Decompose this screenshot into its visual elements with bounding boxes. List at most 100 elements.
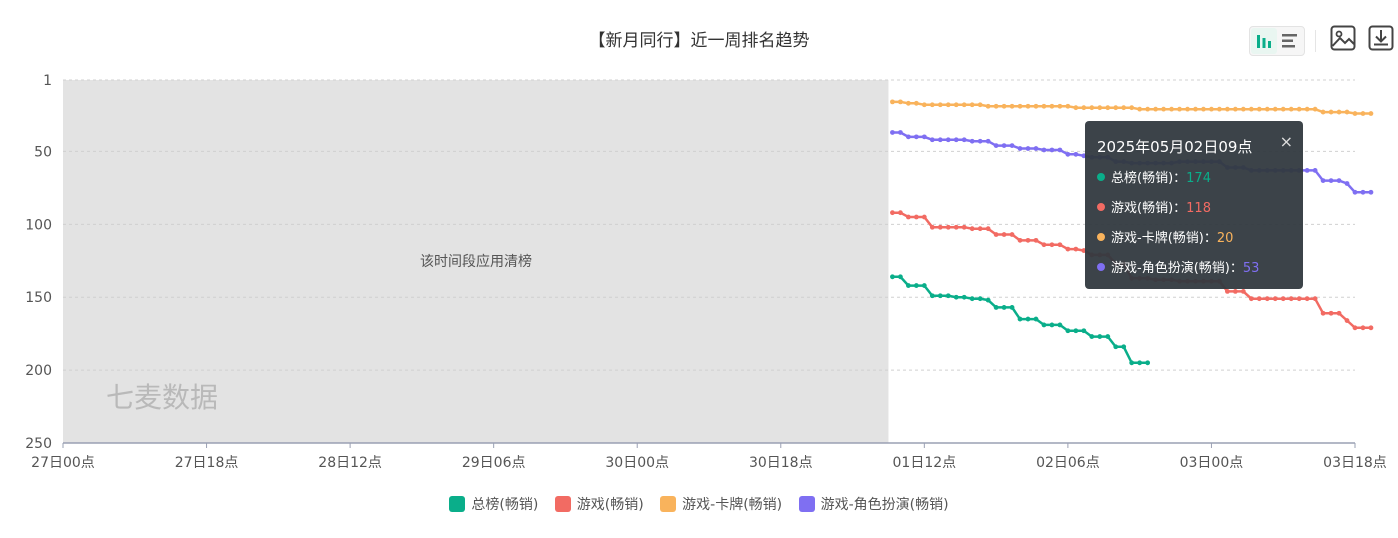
data-point bbox=[1312, 296, 1318, 302]
data-point bbox=[1352, 325, 1358, 331]
data-point bbox=[1105, 334, 1111, 339]
data-point bbox=[1312, 167, 1318, 173]
data-point bbox=[1113, 105, 1119, 111]
tooltip-dot bbox=[1097, 173, 1105, 181]
data-point bbox=[1121, 344, 1127, 350]
data-point bbox=[1001, 103, 1007, 109]
x-tick-label: 30日18点 bbox=[749, 455, 813, 471]
data-point bbox=[1368, 111, 1374, 116]
data-point bbox=[890, 99, 895, 105]
data-point bbox=[1041, 147, 1047, 153]
data-point bbox=[1256, 296, 1262, 302]
data-point bbox=[1089, 105, 1095, 111]
data-point bbox=[890, 130, 895, 135]
data-point bbox=[1304, 106, 1310, 112]
tooltip-dot bbox=[1097, 233, 1105, 241]
data-point bbox=[1033, 146, 1039, 151]
data-point bbox=[1073, 328, 1079, 334]
legend-item[interactable]: 游戏-卡牌(畅销) bbox=[660, 494, 782, 514]
tooltip-row: 游戏(畅销)：118 bbox=[1097, 197, 1211, 216]
data-point bbox=[1153, 106, 1159, 112]
data-point bbox=[1209, 106, 1214, 112]
data-point bbox=[1161, 106, 1166, 112]
legend-item[interactable]: 游戏-角色扮演(畅销) bbox=[798, 494, 949, 514]
data-point bbox=[1041, 103, 1047, 109]
data-point bbox=[1009, 103, 1015, 109]
data-point bbox=[1065, 151, 1071, 157]
data-point bbox=[1328, 178, 1334, 183]
data-point bbox=[1129, 105, 1135, 111]
data-point bbox=[1336, 178, 1342, 183]
data-point bbox=[929, 137, 935, 143]
data-point bbox=[937, 224, 943, 230]
data-point bbox=[1336, 109, 1342, 115]
data-point bbox=[1001, 143, 1007, 149]
data-point bbox=[890, 210, 895, 216]
data-point bbox=[953, 102, 959, 108]
chart-legend: 总榜(畅销) 游戏(畅销) 游戏-卡牌(畅销) 游戏-角色扮演(畅销) bbox=[0, 494, 1398, 514]
data-point bbox=[937, 137, 943, 143]
data-point bbox=[1280, 296, 1286, 302]
data-point bbox=[1320, 310, 1326, 316]
data-point bbox=[1312, 106, 1318, 112]
horizontal-bar-icon[interactable] bbox=[1281, 32, 1299, 50]
data-point bbox=[969, 226, 975, 232]
data-point bbox=[1089, 334, 1095, 339]
y-tick-label: 1 bbox=[43, 73, 52, 89]
data-point bbox=[1344, 109, 1350, 115]
x-tick-label: 03日00点 bbox=[1180, 455, 1244, 471]
close-icon[interactable]: × bbox=[1279, 132, 1293, 151]
data-point bbox=[1368, 325, 1374, 331]
data-point bbox=[953, 224, 959, 230]
data-point bbox=[1073, 151, 1079, 157]
legend-swatch bbox=[449, 496, 466, 512]
data-point bbox=[921, 102, 927, 108]
bar-chart-icon[interactable] bbox=[1255, 32, 1273, 50]
data-point bbox=[1240, 106, 1246, 112]
data-point bbox=[1232, 106, 1238, 112]
data-point bbox=[1009, 232, 1015, 237]
legend-swatch bbox=[660, 496, 677, 512]
x-tick-label: 01日12点 bbox=[893, 455, 957, 471]
data-point bbox=[913, 134, 919, 140]
data-point bbox=[1352, 189, 1358, 195]
data-point bbox=[905, 214, 911, 220]
data-point bbox=[985, 226, 991, 232]
data-point bbox=[1113, 344, 1119, 350]
data-point bbox=[1057, 242, 1063, 248]
data-point bbox=[1065, 246, 1071, 252]
chart-title: 【新月同行】近一周排名趋势 bbox=[588, 31, 810, 51]
data-point bbox=[977, 102, 983, 108]
data-point bbox=[961, 137, 967, 143]
data-point bbox=[1288, 296, 1294, 302]
data-point bbox=[1264, 296, 1270, 302]
data-point bbox=[898, 130, 903, 135]
legend-item[interactable]: 游戏(畅销) bbox=[554, 494, 644, 514]
data-point bbox=[1169, 106, 1174, 112]
data-point bbox=[945, 102, 951, 108]
series-group bbox=[890, 274, 1151, 366]
data-point bbox=[969, 138, 975, 144]
data-point bbox=[985, 297, 991, 303]
data-point bbox=[1057, 322, 1063, 328]
download-icon[interactable] bbox=[1367, 24, 1395, 52]
x-tick-label: 30日00点 bbox=[605, 455, 669, 471]
legend-item[interactable]: 总榜(畅销) bbox=[449, 494, 538, 514]
data-point bbox=[961, 102, 967, 108]
save-image-icon[interactable] bbox=[1329, 24, 1357, 52]
data-point bbox=[1304, 167, 1310, 173]
data-point bbox=[969, 102, 975, 108]
data-point bbox=[1280, 106, 1286, 112]
data-point bbox=[977, 138, 983, 144]
data-point bbox=[1121, 105, 1127, 111]
data-point bbox=[1065, 328, 1071, 334]
chart-type-switch bbox=[1249, 26, 1305, 56]
tooltip-time: 2025年05月02日09点 bbox=[1097, 138, 1253, 156]
data-point bbox=[985, 103, 991, 109]
data-point bbox=[993, 305, 999, 310]
data-point bbox=[1129, 360, 1135, 366]
data-point bbox=[1344, 318, 1350, 323]
watermark-text: 七麦数据 bbox=[106, 381, 218, 414]
data-point bbox=[898, 274, 903, 280]
data-point bbox=[1049, 103, 1055, 109]
